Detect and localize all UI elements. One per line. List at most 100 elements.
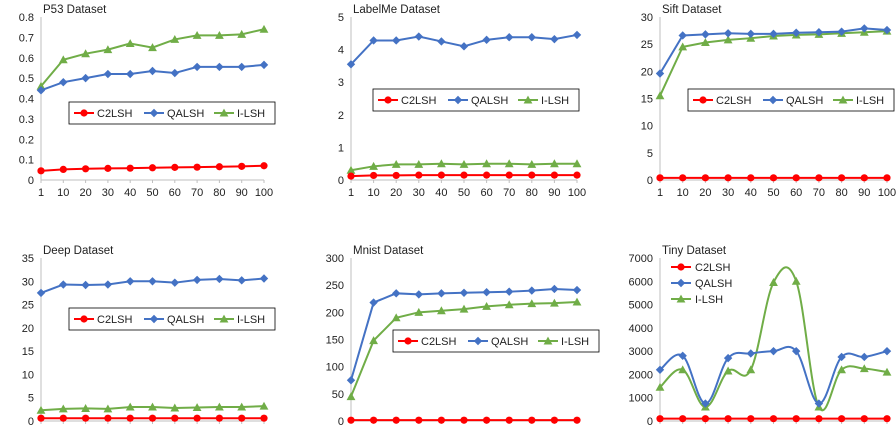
data-point <box>505 287 514 296</box>
data-point <box>437 416 445 424</box>
x-tick-label: 30 <box>722 187 734 199</box>
data-point <box>860 174 868 182</box>
data-point <box>59 78 68 87</box>
data-point <box>678 42 688 51</box>
data-point <box>215 163 223 171</box>
legend-label: I-LSH <box>237 314 265 326</box>
data-point <box>459 159 469 168</box>
data-point <box>838 174 846 182</box>
data-point <box>414 290 423 299</box>
data-point <box>370 171 378 180</box>
data-point <box>791 276 801 285</box>
data-point <box>238 162 246 170</box>
x-tick-label: 1 <box>657 187 663 199</box>
data-point <box>193 163 201 171</box>
data-point <box>171 414 179 422</box>
y-tick-label: 4000 <box>629 323 653 335</box>
data-point <box>792 28 801 37</box>
legend-label: I-LSH <box>541 95 569 107</box>
data-point <box>723 29 733 38</box>
data-point <box>81 49 90 58</box>
x-tick-label: 50 <box>458 187 470 199</box>
data-point <box>192 275 202 285</box>
data-point <box>701 415 710 423</box>
data-point <box>126 277 135 286</box>
data-point <box>414 159 424 168</box>
y-tick-label: 30 <box>22 276 34 288</box>
legend-swatch-marker <box>404 337 412 345</box>
data-point <box>550 284 559 294</box>
data-point <box>792 415 800 423</box>
y-tick-label: 7000 <box>629 253 653 265</box>
chart-panel: Sift Dataset 0 5 10 15 20 25 30 1 10 20 30 40 50 60 70 8… <box>641 4 896 199</box>
data-point <box>656 174 664 182</box>
data-point <box>437 289 446 298</box>
x-tick-label: 80 <box>835 187 847 199</box>
y-tick-label: 15 <box>22 346 34 358</box>
data-point <box>550 298 559 307</box>
x-tick-label: 1 <box>38 187 44 199</box>
x-tick-label: 80 <box>526 187 538 199</box>
legend-swatch-marker <box>453 95 463 105</box>
y-tick-label: 200 <box>326 307 344 319</box>
data-point <box>36 86 46 95</box>
data-point <box>859 364 869 373</box>
data-point <box>125 39 135 48</box>
data-point <box>36 405 46 414</box>
x-tick-label: 50 <box>146 187 158 199</box>
data-point <box>459 304 469 313</box>
data-point <box>392 289 401 298</box>
data-point <box>414 307 424 316</box>
x-tick-label: 70 <box>813 187 825 199</box>
data-point <box>814 28 824 37</box>
data-point <box>215 274 224 284</box>
y-tick-label: 0 <box>28 175 34 187</box>
data-point <box>346 392 356 401</box>
data-point <box>883 415 891 423</box>
x-tick-label: 100 <box>568 187 586 199</box>
chart-panel: Tiny Dataset 0 1000 2000 3000 4000 5000 6000 700… <box>629 245 896 432</box>
data-point <box>460 171 468 179</box>
y-tick-label: 0.7 <box>19 32 34 44</box>
data-point <box>238 414 246 422</box>
data-point <box>59 280 68 289</box>
data-point <box>437 306 446 315</box>
data-point <box>437 37 446 46</box>
data-point <box>82 165 90 173</box>
data-point <box>36 288 46 298</box>
data-point <box>746 29 755 39</box>
data-point <box>192 62 202 72</box>
data-point <box>723 35 733 44</box>
chart-title: Sift Dataset <box>662 4 722 16</box>
data-point <box>483 171 491 179</box>
data-point <box>59 414 67 422</box>
data-point <box>193 414 201 422</box>
legend-swatch-marker <box>838 95 848 104</box>
x-tick-label: 90 <box>548 187 560 199</box>
data-point <box>573 416 581 424</box>
data-point <box>769 29 778 39</box>
data-point <box>550 159 559 168</box>
x-tick-label: 100 <box>255 187 273 199</box>
data-point <box>148 402 157 411</box>
y-tick-label: 10 <box>22 369 34 381</box>
legend-label: I-LSH <box>695 294 723 306</box>
data-point <box>237 29 247 38</box>
data-point <box>505 416 513 424</box>
data-point <box>415 416 423 424</box>
data-point <box>392 171 400 180</box>
data-point <box>391 159 401 168</box>
y-tick-label: 0 <box>28 416 34 427</box>
legend-label: C2LSH <box>401 95 437 107</box>
legend-label: QALSH <box>471 95 508 107</box>
data-point <box>837 352 846 362</box>
data-point <box>104 414 112 422</box>
legend-label: C2LSH <box>421 336 457 348</box>
data-point <box>550 416 559 424</box>
y-tick-label: 10 <box>641 121 653 133</box>
x-tick-label: 10 <box>367 187 379 199</box>
legend-label: I-LSH <box>561 336 589 348</box>
data-point <box>724 415 732 423</box>
data-point <box>392 36 401 45</box>
